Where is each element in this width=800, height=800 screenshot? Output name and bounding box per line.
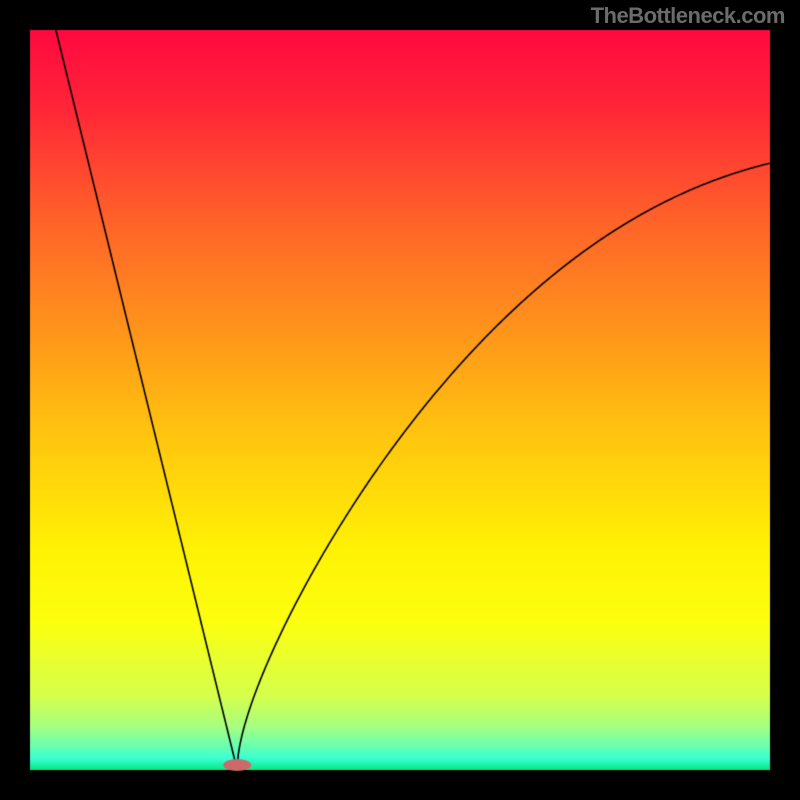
watermark-text: TheBottleneck.com xyxy=(591,3,785,29)
bottleneck-chart xyxy=(0,0,800,800)
